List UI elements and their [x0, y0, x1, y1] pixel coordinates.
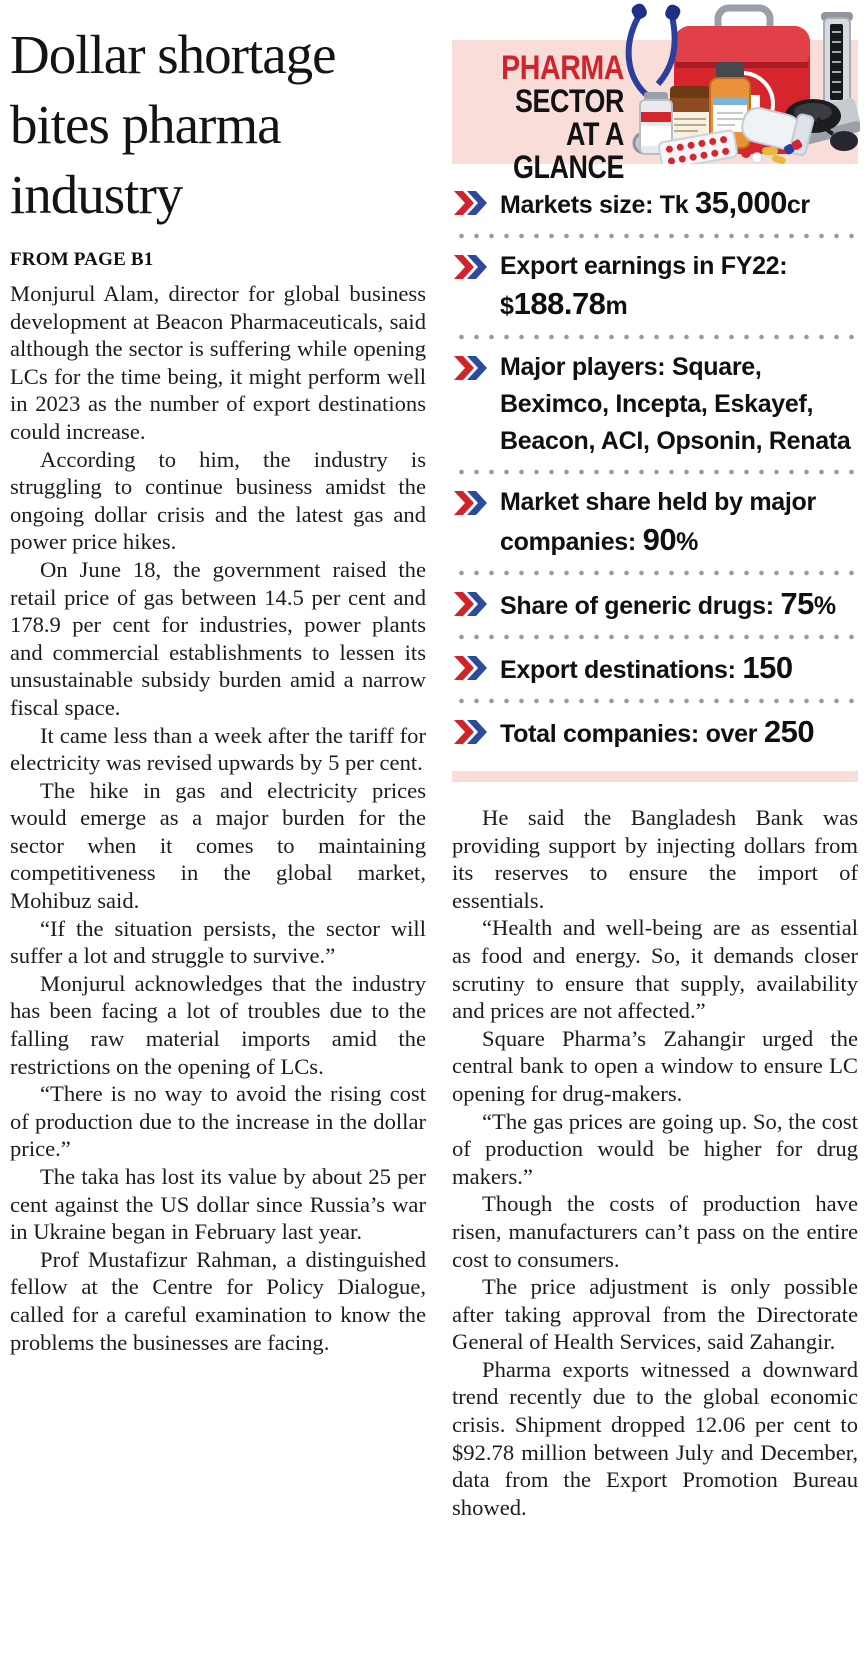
- dotted-divider: [454, 469, 858, 475]
- double-chevron-icon: [454, 191, 487, 215]
- stat-value: 35,000: [695, 185, 787, 220]
- stat-text: Export destinations: 150: [500, 649, 793, 689]
- double-chevron-icon: [454, 592, 487, 616]
- blister-pack-icon: [657, 129, 738, 164]
- dotted-divider: [454, 634, 858, 640]
- stat-item: Export earnings in FY22: $188.78m: [452, 246, 858, 327]
- double-chevron-icon: [454, 356, 487, 380]
- double-chevron-icon: [454, 491, 487, 515]
- stat-label: m: [605, 292, 628, 320]
- stat-label: $: [500, 292, 514, 320]
- dotted-divider: [454, 570, 858, 576]
- stat-label: Export earnings in FY22:: [500, 252, 788, 280]
- stat-text: Export earnings in FY22: $188.78m: [500, 248, 858, 325]
- stat-label: Major players: Square, Beximco, Incepta,…: [500, 353, 851, 455]
- stat-item: Major players: Square, Beximco, Incepta,…: [452, 347, 858, 462]
- infobox-title-glance: GLANCE: [513, 149, 624, 185]
- stat-value: 150: [742, 650, 793, 685]
- infobox-footer-bar: [452, 771, 858, 782]
- dotted-divider: [454, 698, 858, 704]
- article-paragraph: Monjurul Alam, director for global busin…: [10, 281, 426, 444]
- pills-icon: [741, 139, 803, 164]
- stat-item: Share of generic drugs: 75%: [452, 583, 858, 627]
- infobox-header: PHARMA SECTOR AT A GLANCE: [452, 0, 860, 184]
- infobox-title-sector: SECTOR AT A: [514, 83, 624, 152]
- article-paragraph: “Health and well-being are as essential …: [452, 915, 858, 1024]
- stat-item: Market share held by major companies: 90…: [452, 482, 858, 563]
- stat-text: Major players: Square, Beximco, Incepta,…: [500, 349, 858, 460]
- infobox-title-pharma: PHARMA: [501, 49, 624, 87]
- medical-supplies-illustration: [625, 3, 860, 164]
- stats-list: Markets size: Tk 35,000cr Export earning…: [452, 182, 858, 755]
- article-paragraph: On June 18, the government raised the re…: [10, 556, 426, 720]
- stat-text: Market share held by major companies: 90…: [500, 484, 858, 561]
- article-paragraph: The hike in gas and electricity prices w…: [10, 777, 426, 914]
- article-left-column: Dollar shortage bites pharma industry FR…: [10, 20, 426, 1356]
- stat-text: Markets size: Tk 35,000cr: [500, 184, 810, 224]
- article-paragraph: Pharma exports witnessed a downward tren…: [452, 1356, 858, 1520]
- stat-value: 250: [763, 714, 815, 749]
- stat-label: %: [676, 528, 698, 556]
- vial-icon: [639, 92, 673, 155]
- article-paragraph: “If the situation persists, the sector w…: [10, 915, 426, 969]
- stat-label: cr: [786, 191, 810, 219]
- dotted-divider: [454, 334, 858, 340]
- infobox-title: PHARMA SECTOR AT A GLANCE: [452, 49, 624, 185]
- article-paragraph: It came less than a week after the tarif…: [10, 722, 426, 776]
- stat-text: Share of generic drugs: 75%: [500, 585, 836, 625]
- double-chevron-icon: [454, 255, 487, 279]
- article-left-text: Monjurul Alam, director for global busin…: [10, 280, 426, 1356]
- article-headline: Dollar shortage bites pharma industry: [10, 24, 337, 225]
- stat-text: Total companies: over 250: [500, 713, 815, 753]
- article-paragraph: Monjurul acknowledges that the industry …: [10, 970, 426, 1079]
- article-paragraph: The price adjustment is only possible af…: [452, 1274, 858, 1355]
- article-right-text: He said the Bangladesh Bank was providin…: [452, 804, 858, 1521]
- article-paragraph: Square Pharma’s Zahangir urged the centr…: [452, 1025, 858, 1106]
- article-paragraph: The taka has lost its value by about 25 …: [10, 1164, 426, 1245]
- article-paragraph: Though the costs of production have rise…: [452, 1191, 858, 1272]
- article-paragraph: “There is no way to avoid the rising cos…: [10, 1081, 426, 1162]
- from-page-label: FROM PAGE B1: [10, 249, 154, 270]
- stat-item: Total companies: over 250: [452, 711, 858, 755]
- stat-value: 188.78: [513, 286, 606, 321]
- stat-label: Export destinations:: [500, 656, 743, 684]
- article-paragraph: “The gas prices are going up. So, the co…: [452, 1108, 858, 1189]
- article-right-column: PHARMA SECTOR AT A GLANCE: [452, 0, 860, 1521]
- stat-label: %: [813, 592, 836, 620]
- stat-item: Markets size: Tk 35,000cr: [452, 182, 858, 226]
- double-chevron-icon: [454, 720, 487, 744]
- stat-value: 90: [642, 522, 677, 557]
- article-paragraph: According to him, the industry is strugg…: [10, 446, 426, 555]
- double-chevron-icon: [454, 656, 487, 680]
- dotted-divider: [454, 233, 858, 239]
- stat-label: Markets size: Tk: [500, 191, 695, 219]
- stat-label: Share of generic drugs:: [500, 592, 781, 620]
- stat-label: Market share held by major companies:: [500, 488, 816, 556]
- stat-value: 75: [780, 586, 814, 621]
- article-paragraph: He said the Bangladesh Bank was providin…: [452, 805, 858, 913]
- stat-label: Total companies: over: [500, 720, 764, 748]
- stat-item: Export destinations: 150: [452, 647, 858, 691]
- article-paragraph: Prof Mustafizur Rahman, a distinguished …: [10, 1246, 426, 1355]
